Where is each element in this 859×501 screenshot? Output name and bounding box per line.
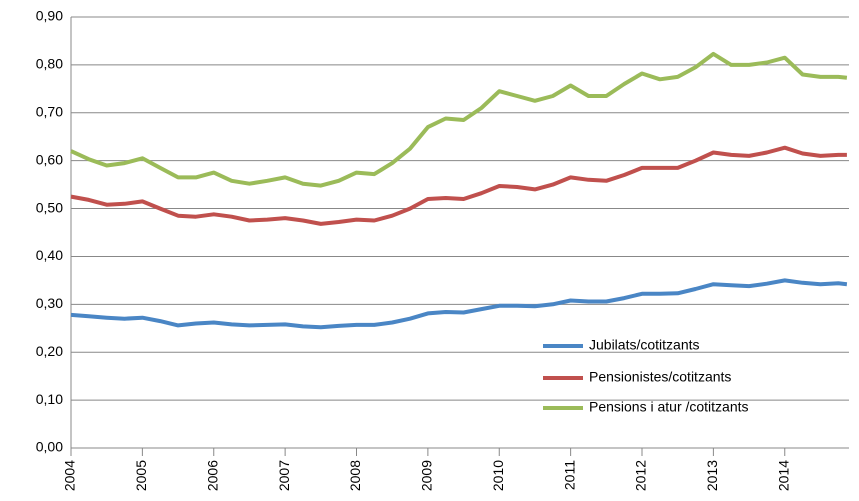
- y-tick-label: 0,70: [36, 103, 63, 119]
- legend-label: Pensions i atur /cotitzants: [589, 399, 749, 415]
- x-tick-label: 2005: [133, 460, 149, 491]
- x-tick-label: 2014: [775, 460, 791, 491]
- y-tick-label: 0,40: [36, 247, 63, 263]
- y-tick-label: 0,60: [36, 151, 63, 167]
- legend-label: Pensionistes/cotitzants: [589, 369, 731, 385]
- y-tick-label: 0,50: [36, 199, 63, 215]
- legend-label: Jubilats/cotitzants: [589, 337, 700, 353]
- x-tick-label: 2010: [490, 460, 506, 491]
- y-tick-label: 0,90: [36, 8, 63, 24]
- x-tick-label: 2007: [276, 460, 292, 491]
- x-tick-label: 2012: [633, 460, 649, 491]
- x-tick-label: 2006: [204, 460, 220, 491]
- y-tick-label: 0,20: [36, 343, 63, 359]
- x-tick-label: 2011: [561, 460, 577, 490]
- series-line: [70, 278, 848, 330]
- x-tick-label: 2008: [347, 460, 363, 491]
- series-line: [70, 51, 848, 188]
- y-tick-label: 0,10: [36, 391, 63, 407]
- y-tick-label: 0,80: [36, 56, 63, 72]
- y-tick-label: 0,00: [36, 439, 63, 455]
- x-tick-label: 2009: [419, 460, 435, 491]
- series-line: [70, 145, 847, 226]
- x-tick-label: 2013: [704, 460, 720, 491]
- y-tick-label: 0,30: [36, 295, 63, 311]
- x-tick-label: 2004: [62, 460, 78, 491]
